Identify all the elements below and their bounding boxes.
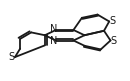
Text: S: S [111,36,117,46]
Text: N: N [50,36,57,46]
Text: S: S [9,52,15,62]
Text: N: N [50,24,57,34]
Text: S: S [109,16,116,26]
